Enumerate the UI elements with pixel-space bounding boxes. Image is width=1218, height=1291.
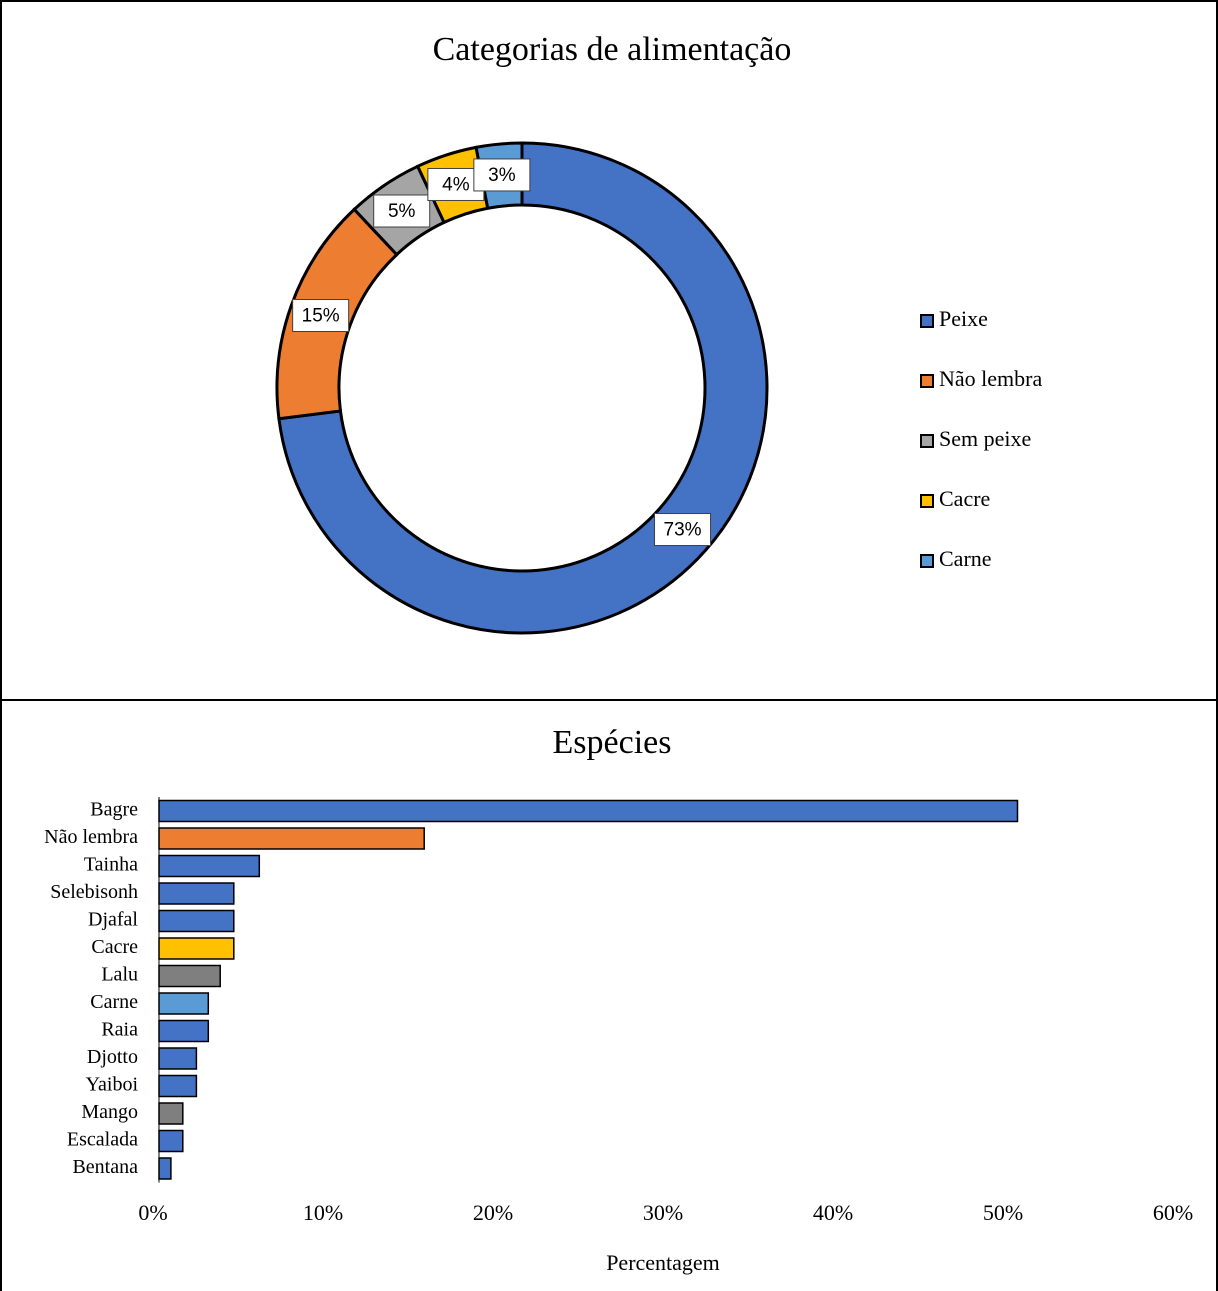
y-tick-label: Yaiboi — [86, 1074, 139, 1096]
bar — [158, 1102, 184, 1125]
legend-swatch — [920, 434, 934, 448]
legend-label: Sem peixe — [939, 426, 1031, 451]
doughnut-slice — [277, 141, 769, 635]
x-tick-label: 10% — [303, 1200, 343, 1225]
y-tick-label: Carne — [90, 991, 138, 1013]
bar — [158, 799, 1019, 823]
data-label: 5% — [388, 201, 416, 222]
data-label-box — [373, 194, 431, 228]
legend-swatch — [920, 374, 934, 388]
x-tick-label: 50% — [983, 1200, 1023, 1225]
legend-swatch — [920, 314, 934, 328]
bar — [158, 1019, 210, 1043]
y-tick-label: Raia — [101, 1019, 138, 1041]
y-tick-label: Bagre — [90, 799, 138, 821]
bar — [158, 1129, 184, 1153]
legend-label: Não lembra — [939, 366, 1042, 391]
y-tick-label: Selebisonh — [50, 881, 138, 903]
bar — [158, 1074, 198, 1098]
bar — [158, 827, 425, 850]
x-tick-label: 30% — [643, 1200, 683, 1225]
y-tick-label: Tainha — [84, 854, 138, 876]
bar — [158, 1157, 172, 1180]
data-label-box — [473, 158, 531, 192]
x-tick-label: 20% — [473, 1200, 513, 1225]
x-tick-label: 40% — [813, 1200, 853, 1225]
data-label: 4% — [442, 174, 470, 195]
bar — [158, 882, 235, 905]
legend-label: Peixe — [939, 306, 988, 331]
data-label: 73% — [664, 520, 702, 541]
y-tick-label: Bentana — [72, 1156, 138, 1178]
data-label-box — [292, 299, 350, 333]
y-tick-label: Não lembra — [44, 826, 138, 848]
y-tick-label: Cacre — [91, 936, 138, 958]
legend-swatch — [920, 554, 934, 568]
data-label: 3% — [488, 165, 516, 186]
x-axis-title: Percentagem — [606, 1250, 720, 1275]
bar — [158, 1047, 198, 1070]
chart-title: Espécies — [553, 724, 672, 761]
bar — [158, 964, 221, 988]
data-label: 15% — [302, 306, 340, 327]
x-tick-label: 60% — [1153, 1200, 1193, 1225]
legend-swatch — [920, 494, 934, 508]
legend-label: Carne — [939, 546, 992, 571]
data-label-box — [654, 513, 712, 547]
bar — [158, 992, 210, 1015]
y-tick-label: Djafal — [88, 909, 138, 931]
y-tick-label: Lalu — [101, 964, 138, 986]
chart-title: Categorias de alimentação — [433, 31, 792, 68]
bar — [158, 854, 261, 878]
bar — [158, 909, 235, 933]
bar — [158, 937, 235, 960]
legend-label: Cacre — [939, 486, 990, 511]
y-tick-label: Djotto — [87, 1046, 138, 1068]
x-tick-label: 0% — [138, 1200, 167, 1225]
y-tick-label: Escalada — [67, 1129, 138, 1151]
y-tick-label: Mango — [81, 1101, 138, 1123]
